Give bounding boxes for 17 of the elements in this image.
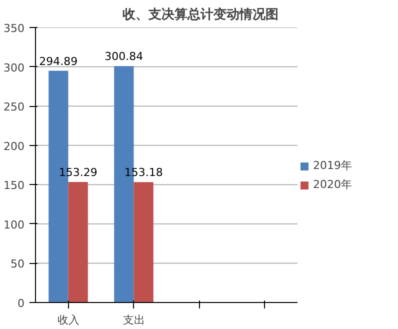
y-tick-label: 350 <box>4 22 25 35</box>
y-tick-label: 0 <box>18 297 24 310</box>
y-tick-label: 300 <box>4 61 25 74</box>
chart-title: 收、支决算总计变动情况图 <box>122 6 278 22</box>
legend-label: 2020年 <box>313 177 352 192</box>
data-label: 294.89 <box>39 54 78 68</box>
y-tick-label: 100 <box>4 218 25 232</box>
bar <box>134 182 154 302</box>
bar <box>68 182 88 302</box>
x-tick-label: 支出 <box>122 314 145 326</box>
y-tick-label: 250 <box>4 100 25 114</box>
legend-label: 2019年 <box>313 158 352 173</box>
y-tick-label: 50 <box>10 258 25 271</box>
x-tick-label: 收入 <box>57 314 80 326</box>
y-tick-label: 150 <box>4 179 25 192</box>
data-label: 300.84 <box>104 50 144 64</box>
y-tick-label: 200 <box>4 140 25 153</box>
